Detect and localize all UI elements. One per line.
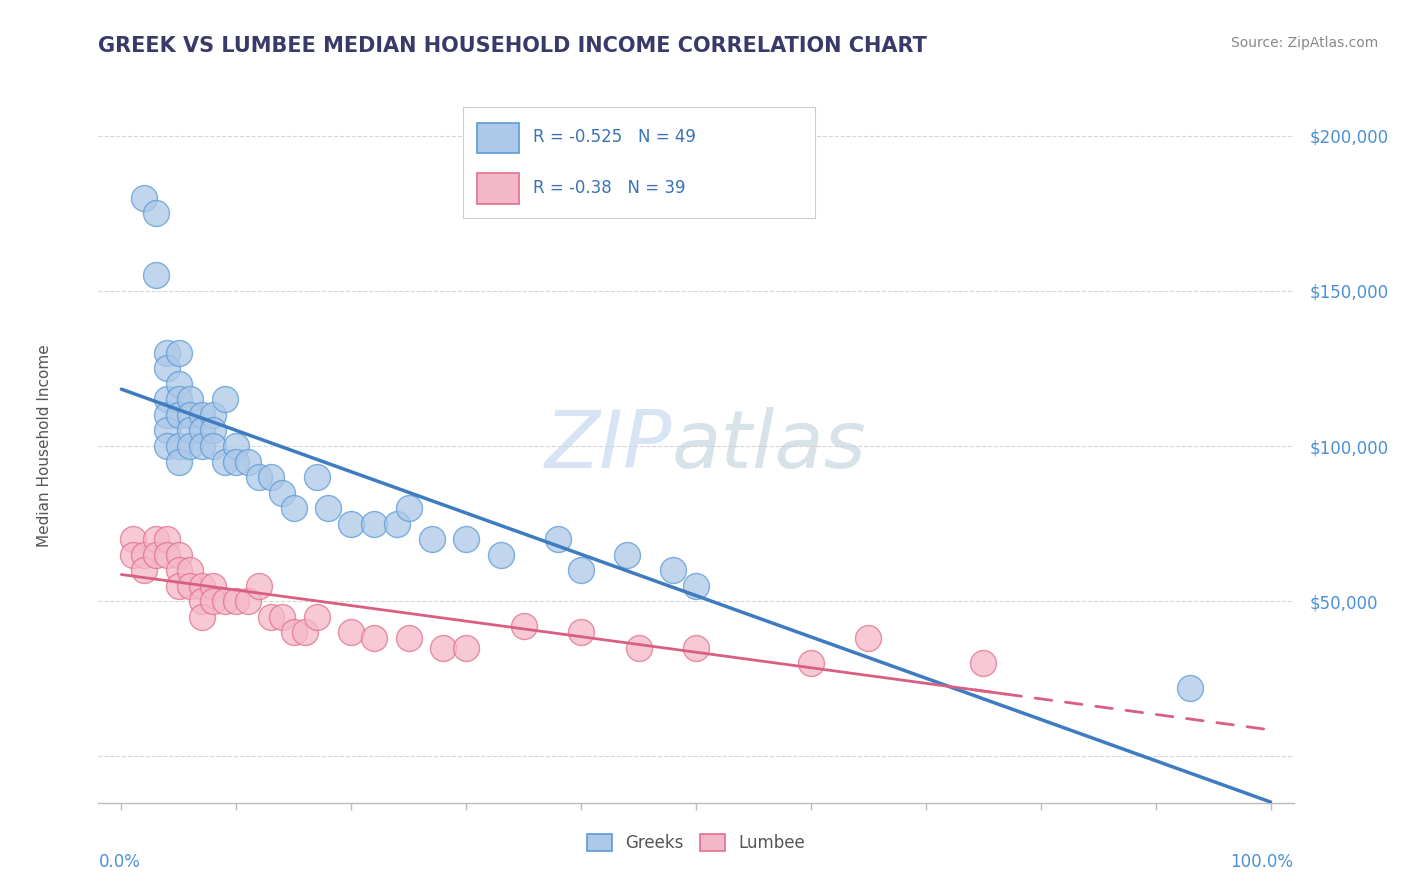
Point [456, 640, 478, 655]
Point [167, 548, 190, 562]
Point [398, 632, 420, 646]
Point [283, 625, 305, 640]
Point [156, 408, 179, 422]
Point [547, 532, 569, 546]
Point [685, 640, 707, 655]
Point [145, 548, 167, 562]
Point [214, 594, 236, 608]
Point [156, 439, 179, 453]
Point [179, 563, 201, 577]
Point [1178, 681, 1201, 695]
Point [191, 408, 214, 422]
Point [236, 594, 259, 608]
Point [179, 579, 201, 593]
Text: Median Household Income: Median Household Income [37, 344, 52, 548]
Point [305, 470, 328, 484]
Point [512, 619, 534, 633]
Point [134, 191, 156, 205]
Point [972, 656, 994, 670]
Point [134, 548, 156, 562]
Point [214, 392, 236, 407]
Point [179, 439, 201, 453]
Point [202, 424, 225, 438]
Point [420, 532, 443, 546]
Point [247, 579, 270, 593]
Point [432, 640, 454, 655]
Point [145, 206, 167, 220]
Point [340, 516, 363, 531]
Point [283, 501, 305, 516]
Text: 100.0%: 100.0% [1230, 853, 1294, 871]
Point [191, 439, 214, 453]
Point [236, 454, 259, 468]
Point [340, 625, 363, 640]
Legend: Greeks, Lumbee: Greeks, Lumbee [581, 827, 811, 859]
Point [627, 640, 650, 655]
Point [363, 516, 385, 531]
Point [191, 609, 214, 624]
Point [167, 579, 190, 593]
Point [156, 346, 179, 360]
Point [122, 532, 145, 546]
Text: ZIP: ZIP [544, 407, 672, 485]
Point [225, 594, 247, 608]
Point [156, 361, 179, 376]
Point [167, 439, 190, 453]
Point [858, 632, 880, 646]
Point [167, 392, 190, 407]
Point [294, 625, 316, 640]
Point [569, 563, 592, 577]
Point [305, 609, 328, 624]
Point [179, 408, 201, 422]
Point [247, 470, 270, 484]
Point [569, 625, 592, 640]
Point [685, 579, 707, 593]
Point [260, 609, 283, 624]
Point [363, 632, 385, 646]
Point [800, 656, 823, 670]
Point [156, 548, 179, 562]
Point [662, 563, 685, 577]
Point [316, 501, 339, 516]
Point [225, 439, 247, 453]
Point [271, 485, 294, 500]
Point [202, 594, 225, 608]
Point [260, 470, 283, 484]
Text: atlas: atlas [672, 407, 868, 485]
Point [202, 408, 225, 422]
Point [167, 454, 190, 468]
Point [191, 594, 214, 608]
Point [156, 392, 179, 407]
Point [214, 454, 236, 468]
Text: GREEK VS LUMBEE MEDIAN HOUSEHOLD INCOME CORRELATION CHART: GREEK VS LUMBEE MEDIAN HOUSEHOLD INCOME … [98, 36, 928, 55]
Point [616, 548, 638, 562]
Point [122, 548, 145, 562]
Text: Source: ZipAtlas.com: Source: ZipAtlas.com [1230, 36, 1378, 50]
Point [456, 532, 478, 546]
Point [191, 579, 214, 593]
Point [271, 609, 294, 624]
Point [145, 268, 167, 283]
Point [167, 346, 190, 360]
Point [225, 454, 247, 468]
Point [167, 376, 190, 391]
Point [167, 408, 190, 422]
Point [145, 532, 167, 546]
Point [179, 392, 201, 407]
Point [156, 424, 179, 438]
Point [202, 579, 225, 593]
Point [134, 563, 156, 577]
Point [489, 548, 512, 562]
Text: 0.0%: 0.0% [98, 853, 141, 871]
Point [167, 563, 190, 577]
Point [156, 532, 179, 546]
Point [202, 439, 225, 453]
Point [398, 501, 420, 516]
Point [385, 516, 409, 531]
Point [179, 424, 201, 438]
Point [191, 424, 214, 438]
